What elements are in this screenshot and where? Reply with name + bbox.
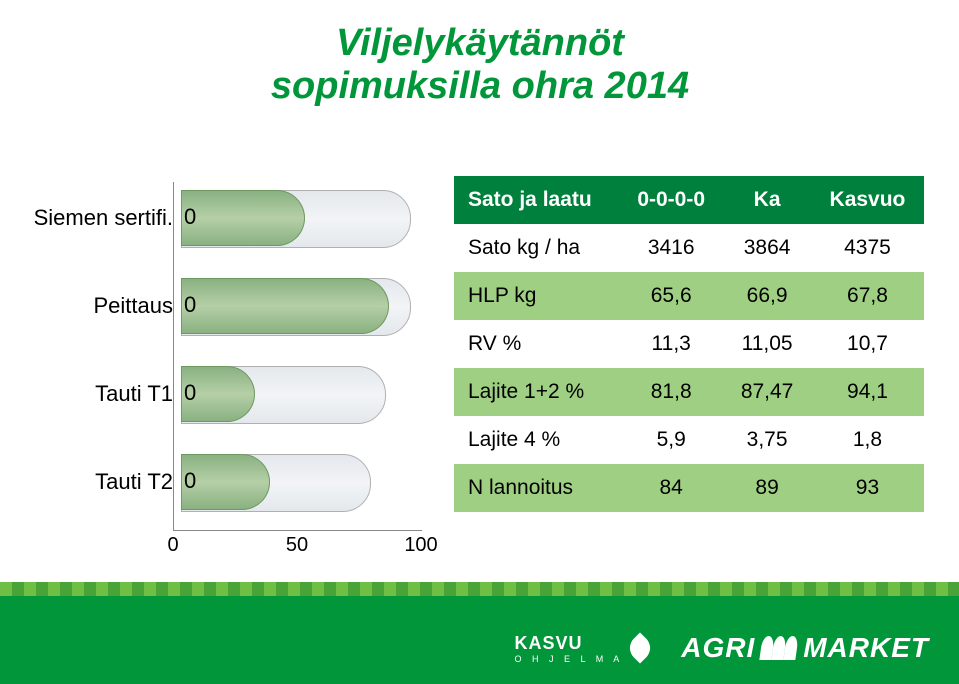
table-cell: N lannoitus [454,464,619,512]
table-cell: 3,75 [723,416,811,464]
table-cell: Sato kg / ha [454,224,619,272]
kasvu-logo-text: KASVU [515,633,583,653]
bar-zero-label: 0 [184,204,196,230]
practices-bar-chart: Siemen sertifi.0Peittaus0Tauti T10Tauti … [28,182,430,564]
table-cell: 67,8 [811,272,924,320]
bar-zero-label: 0 [184,468,196,494]
table-cell: Lajite 4 % [454,416,619,464]
table-row: Lajite 4 %5,93,751,8 [454,416,924,464]
xtick-2: 100 [404,534,437,557]
bar-category-label: Peittaus [28,293,181,319]
bar-row: Tauti T10 [28,358,430,430]
table-cell: 89 [723,464,811,512]
table-row: RV %11,311,0510,7 [454,320,924,368]
table-body: Sato kg / ha341638644375HLP kg65,666,967… [454,224,924,512]
bar-zero-label: 0 [184,380,196,406]
leaves-icon [761,636,797,660]
table-cell: 1,8 [811,416,924,464]
leaf-icon [625,632,656,663]
table-cell: 5,9 [619,416,723,464]
bar-category-label: Siemen sertifi. [28,205,181,231]
bar-front [181,190,305,246]
table-cell: 3864 [723,224,811,272]
table-cell: HLP kg [454,272,619,320]
table-cell: 10,7 [811,320,924,368]
table-header-cell: Kasvuo [811,176,924,224]
results-table: Sato ja laatu0-0-0-0KaKasvuo Sato kg / h… [454,176,924,512]
table-row: HLP kg65,666,967,8 [454,272,924,320]
table-cell: 66,9 [723,272,811,320]
table-row: Sato kg / ha341638644375 [454,224,924,272]
table-cell: 4375 [811,224,924,272]
table-cell: 81,8 [619,368,723,416]
xtick-0: 0 [167,534,178,557]
bar-track: 0 [181,270,429,342]
agri-text: AGRI [681,632,755,664]
bar-track: 0 [181,358,429,430]
footer-logos: KASVU O H J E L M A AGRI MARKET [515,632,929,664]
title-line-1: Viljelykäytännöt [200,22,760,65]
table-cell: 84 [619,464,723,512]
table-cell: 87,47 [723,368,811,416]
table-cell: 11,3 [619,320,723,368]
agrimarket-logo: AGRI MARKET [681,632,929,664]
market-text: MARKET [803,632,929,664]
kasvu-logo: KASVU O H J E L M A [515,633,652,664]
slide-title: Viljelykäytännöt sopimuksilla ohra 2014 [200,22,760,107]
bar-track: 0 [181,182,429,254]
bar-row: Peittaus0 [28,270,430,342]
bar-category-label: Tauti T1 [28,381,181,407]
table-cell: 65,6 [619,272,723,320]
table-row: N lannoitus848993 [454,464,924,512]
table-row: Lajite 1+2 %81,887,4794,1 [454,368,924,416]
table-cell: 93 [811,464,924,512]
table-cell: Lajite 1+2 % [454,368,619,416]
bar-category-label: Tauti T2 [28,469,181,495]
title-line-2: sopimuksilla ohra 2014 [200,65,760,108]
kasvu-logo-sub: O H J E L M A [515,654,624,664]
bar-front [181,278,389,334]
table-cell: 94,1 [811,368,924,416]
table-header-cell: 0-0-0-0 [619,176,723,224]
footer-bar: KASVU O H J E L M A AGRI MARKET [0,596,959,684]
bar-row: Tauti T20 [28,446,430,518]
table-header-row: Sato ja laatu0-0-0-0KaKasvuo [454,176,924,224]
bar-row: Siemen sertifi.0 [28,182,430,254]
table-header-cell: Sato ja laatu [454,176,619,224]
table-header-cell: Ka [723,176,811,224]
table-cell: 11,05 [723,320,811,368]
table-cell: RV % [454,320,619,368]
xtick-1: 50 [286,534,308,557]
bar-zero-label: 0 [184,292,196,318]
bar-track: 0 [181,446,429,518]
table-cell: 3416 [619,224,723,272]
